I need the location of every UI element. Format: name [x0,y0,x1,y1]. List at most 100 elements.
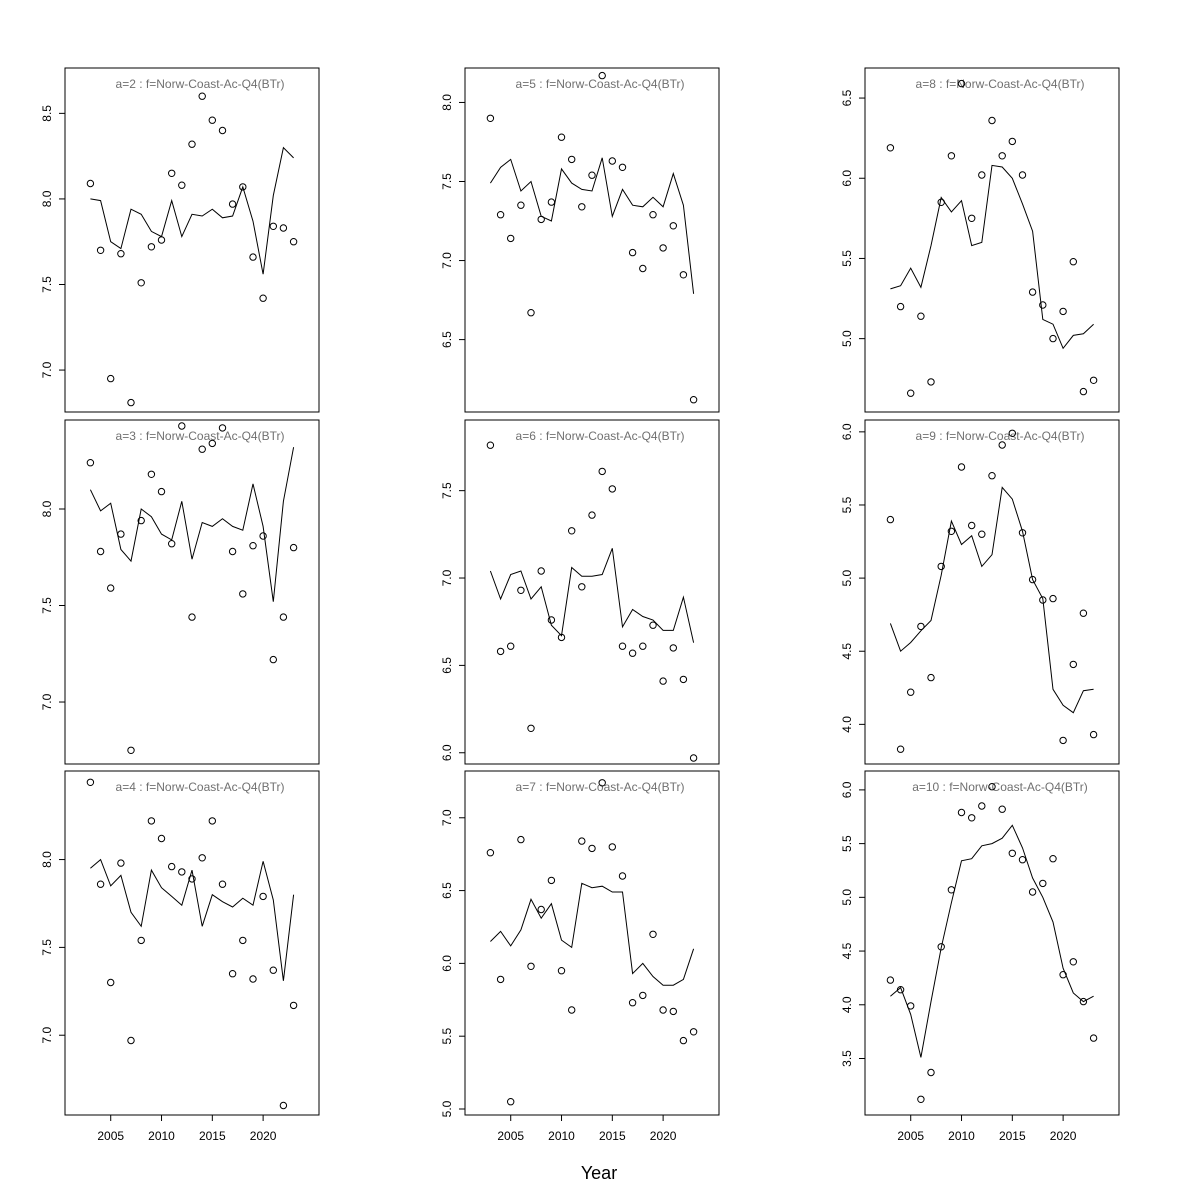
panel: a=6 : f=Norw-Coast-Ac-Q4(BTr) 6.0 6.5 7.0 7.… [440,419,720,765]
observed-point [527,309,535,317]
y-tick-label: 6.0 [840,423,854,440]
y-tick-label: 8.0 [40,851,54,868]
observed-point [188,613,196,621]
observed-point [147,243,156,251]
y-tick-label: 7.5 [40,597,54,614]
observed-point [628,649,637,657]
fitted-line [90,146,294,275]
observed-point [107,584,115,592]
panel-title: a=4 : f=Norw-Coast-Ac-Q4(BTr) [116,780,285,794]
y-tick-label: 7.5 [440,482,454,499]
observed-point [269,655,277,664]
y-tick-label: 4.0 [840,996,854,1013]
observed-point [947,886,956,894]
y-tick-label: 5.5 [840,496,854,513]
observed-point [259,532,267,540]
observed-point [628,999,637,1007]
observed-point [659,677,667,685]
y-tick-label: 5.5 [840,835,854,852]
observed-point [1049,855,1057,863]
observed-point [659,1006,667,1014]
observed-point [1018,856,1027,864]
x-tick-label: 2010 [548,1129,575,1143]
y-tick-label: 7.5 [40,939,54,956]
observed-point [496,211,505,219]
panel-frame [864,419,1120,765]
panel-title: a=6 : f=Norw-Coast-Ac-Q4(BTr) [516,429,685,443]
observed-point [557,967,566,975]
panel-title: a=9 : f=Norw-Coast-Ac-Q4(BTr) [916,429,1085,443]
observed-point [228,547,237,556]
observed-point [1049,594,1057,603]
observed-point [496,975,505,984]
panel: a=9 : f=Norw-Coast-Ac-Q4(BTr) 4.0 4.5 5.0 5.… [840,419,1120,765]
observed-point [198,445,206,453]
panel-title: a=8 : f=Norw-Coast-Ac-Q4(BTr) [916,77,1085,91]
x-tick-label: 2005 [497,1129,524,1143]
observed-point [208,439,217,448]
observed-point [86,459,95,467]
observed-point [896,986,905,994]
y-tick-label: 8.0 [40,190,54,207]
observed-point [998,152,1006,160]
fitted-line [890,824,1094,1058]
y-tick-label: 6.5 [840,89,854,106]
observed-point [517,201,525,209]
observed-point [517,586,525,594]
observed-point [578,837,586,845]
observed-point [127,1036,135,1045]
x-tick-label: 2010 [148,1129,175,1143]
observed-point [578,583,586,591]
observed-point [907,389,915,397]
observed-point [208,817,217,825]
observed-point [988,116,996,125]
observed-point [239,183,247,191]
x-tick-label: 2020 [250,1129,277,1143]
panel: a=7 : f=Norw-Coast-Ac-Q4(BTr) 5.0 5.5 6.0 6.… [440,770,720,1143]
observed-point [107,374,115,383]
observed-point [628,248,637,257]
observed-point [907,1002,915,1010]
y-tick-label: 5.0 [440,1100,454,1117]
observed-point [598,71,606,80]
observed-point [659,244,667,252]
panel-frame [464,770,720,1116]
observed-point [168,862,176,871]
observed-point [496,647,505,656]
y-tick-label: 6.5 [440,882,454,899]
observed-point [547,876,556,885]
y-tick-label: 7.0 [40,361,54,378]
observed-point [537,905,545,914]
observed-point [896,302,905,311]
observed-point [598,467,606,476]
observed-point [137,936,145,945]
observed-point [259,892,267,901]
observed-point [279,613,288,621]
observed-point [517,835,525,844]
x-tick-label: 2020 [650,1129,677,1143]
observed-point [917,622,925,631]
x-tick-label: 2010 [948,1129,975,1143]
observed-point [157,487,166,496]
observed-point [689,754,698,762]
observed-point [689,396,698,404]
observed-point [96,880,105,888]
fitted-line [889,486,1094,714]
observed-point [178,422,186,430]
y-tick-label: 6.0 [440,955,454,972]
observed-point [927,378,935,386]
fitted-line [89,447,295,602]
observed-point [168,540,176,548]
y-tick-label: 8.0 [440,94,454,111]
observed-point [669,1007,677,1016]
observed-point [947,152,956,160]
x-tick-label: 2015 [999,1129,1026,1143]
observed-point [1018,171,1027,179]
observed-point [1059,736,1067,745]
observed-point [1049,334,1057,343]
observed-point [239,936,247,945]
y-tick-label: 5.0 [840,889,854,906]
y-tick-label: 4.5 [840,942,854,959]
observed-point [968,521,976,530]
observed-point [598,779,606,787]
